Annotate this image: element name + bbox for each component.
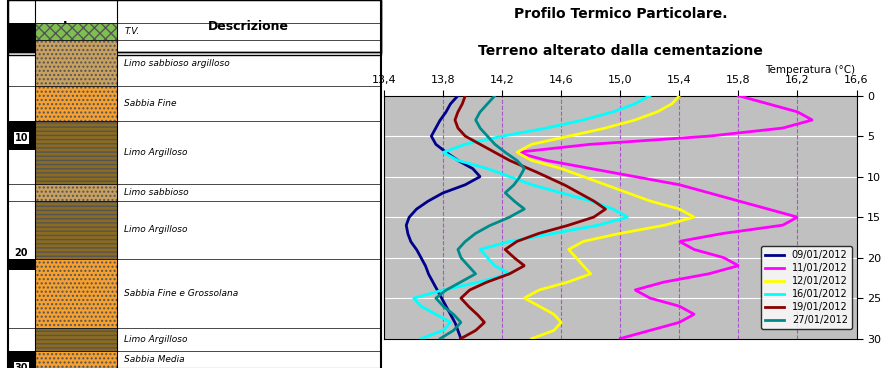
Text: Limo Argilloso: Limo Argilloso: [125, 335, 188, 344]
Text: Sabbia Media: Sabbia Media: [125, 355, 185, 364]
Bar: [35, 86, 117, 121]
Bar: [35, 328, 117, 351]
Text: Profilo Termico Particolare.: Profilo Termico Particolare.: [514, 7, 727, 21]
Bar: [8, 121, 35, 149]
Bar: [8, 351, 35, 368]
Bar: [8, 0, 381, 55]
Text: Descrizione: Descrizione: [208, 20, 289, 33]
Text: Limo sabbioso: Limo sabbioso: [125, 188, 189, 197]
Text: Limo sabbioso argilloso: Limo sabbioso argilloso: [125, 59, 230, 68]
Text: Terreno alterato dalla cementazione: Terreno alterato dalla cementazione: [478, 44, 763, 58]
Text: Temperatura (°C): Temperatura (°C): [765, 66, 855, 75]
Bar: [8, 0, 381, 52]
Text: Log: Log: [63, 20, 88, 33]
Bar: [8, 259, 35, 270]
Bar: [35, 23, 117, 40]
Text: Limo Argilloso: Limo Argilloso: [125, 226, 188, 234]
Bar: [35, 259, 117, 328]
Legend: 09/01/2012, 11/01/2012, 12/01/2012, 16/01/2012, 19/01/2012, 27/01/2012: 09/01/2012, 11/01/2012, 12/01/2012, 16/0…: [760, 247, 851, 329]
Text: Limo Argilloso: Limo Argilloso: [125, 148, 188, 157]
Bar: [35, 351, 117, 368]
Text: 20: 20: [15, 248, 28, 258]
Bar: [35, 121, 117, 184]
Bar: [35, 201, 117, 259]
Text: Sabbia Fine e Grossolana: Sabbia Fine e Grossolana: [125, 289, 238, 298]
Text: 10: 10: [15, 133, 28, 143]
Bar: [35, 184, 117, 201]
Bar: [35, 40, 117, 86]
Bar: [8, 23, 35, 52]
Text: 30: 30: [15, 363, 28, 368]
Text: T.V.: T.V.: [125, 27, 140, 36]
Text: Sabbia Fine: Sabbia Fine: [125, 99, 177, 108]
